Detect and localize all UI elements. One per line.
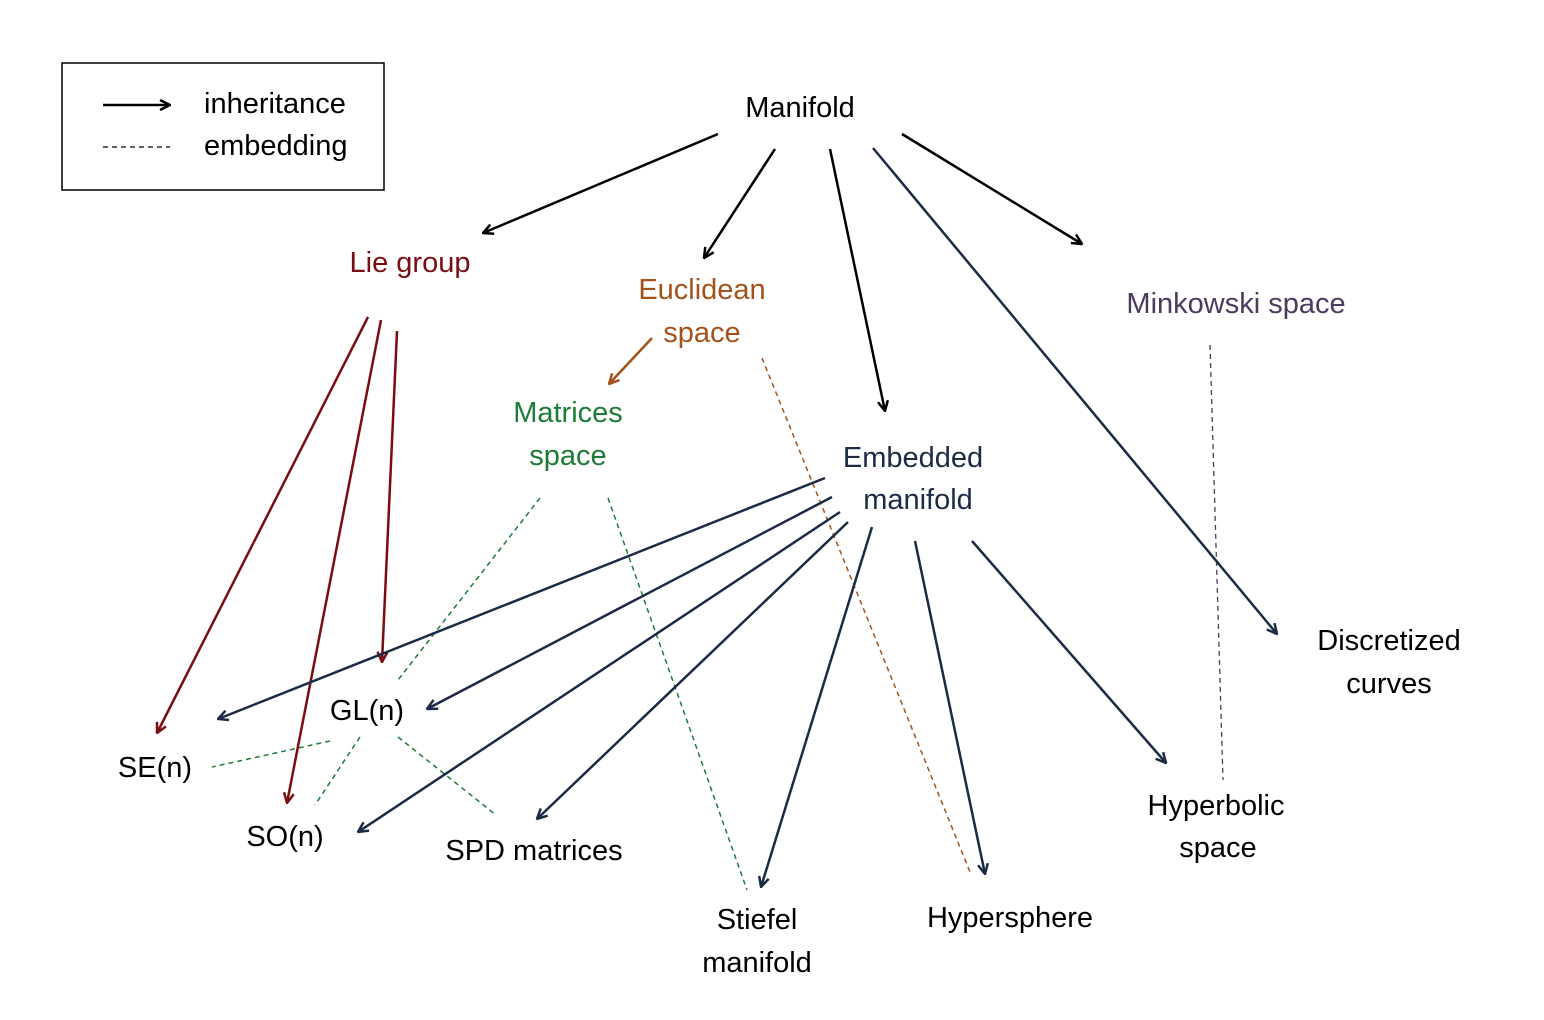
arrow-liegroup-se [157, 316, 370, 733]
embedding-lines [211, 344, 1224, 891]
arrow-manifold-euclidean [704, 148, 777, 258]
node-euclidean-line1: Euclidean [638, 274, 765, 306]
node-manifold: Manifold [745, 92, 855, 124]
legend-embedding-label: embedding [204, 130, 348, 162]
arrow-euclidean-matrices [609, 337, 653, 384]
node-labels: Manifold Lie group Euclidean space Minko… [118, 92, 1461, 979]
embedding-gl-se [211, 740, 331, 768]
node-gl-n: GL(n) [330, 695, 404, 727]
node-discretized-line2: curves [1346, 668, 1431, 700]
node-hyperbolic-line2: space [1179, 832, 1256, 864]
node-spd-matrices: SPD matrices [445, 835, 622, 867]
arrow-manifold-liegroup [483, 132, 719, 233]
node-embedded-line1: Embedded [843, 442, 983, 474]
legend: inheritance embedding [61, 62, 385, 191]
node-hyperbolic-line1: Hyperbolic [1148, 790, 1285, 822]
arrow-liegroup-so [287, 319, 383, 803]
embedding-gl-spd [397, 736, 497, 816]
node-discretized-line1: Discretized [1317, 625, 1460, 657]
arrow-embedded-se [218, 476, 826, 719]
node-se-n: SE(n) [118, 752, 192, 784]
legend-box [61, 62, 385, 191]
node-euclidean-line2: space [663, 317, 740, 349]
node-lie-group: Lie group [350, 247, 471, 279]
arrow-manifold-minkowski [901, 132, 1082, 244]
embedding-matrices-stiefel [607, 497, 748, 891]
arrow-embedded-stiefel [761, 526, 874, 887]
manifold-arrows [483, 132, 1277, 634]
node-stiefel-line2: manifold [702, 947, 812, 979]
embedded-arrows [218, 476, 1166, 887]
arrow-embedded-hypersphere [913, 540, 985, 874]
node-so-n: SO(n) [246, 821, 323, 853]
arrow-embedded-spd [537, 521, 849, 819]
node-hypersphere: Hypersphere [927, 902, 1093, 934]
liegroup-arrows [157, 316, 399, 803]
arrow-manifold-embedded [828, 148, 885, 411]
arrow-embedded-so [358, 510, 841, 832]
arrow-embedded-hyperbolic [971, 540, 1166, 763]
arrow-embedded-gl [427, 495, 833, 709]
embedding-gl-so [314, 736, 361, 806]
node-matrices-line1: Matrices [513, 397, 623, 429]
node-stiefel-line1: Stiefel [717, 904, 798, 936]
node-matrices-line2: space [529, 440, 606, 472]
node-embedded-line2: manifold [863, 484, 973, 516]
legend-inheritance-label: inheritance [204, 88, 346, 120]
embedding-euclidean-hypersphere [761, 357, 971, 873]
arrow-liegroup-gl [382, 330, 399, 662]
node-minkowski: Minkowski space [1126, 288, 1345, 320]
arrow-manifold-discretized [872, 147, 1277, 634]
embedding-matrices-gl [397, 497, 541, 681]
